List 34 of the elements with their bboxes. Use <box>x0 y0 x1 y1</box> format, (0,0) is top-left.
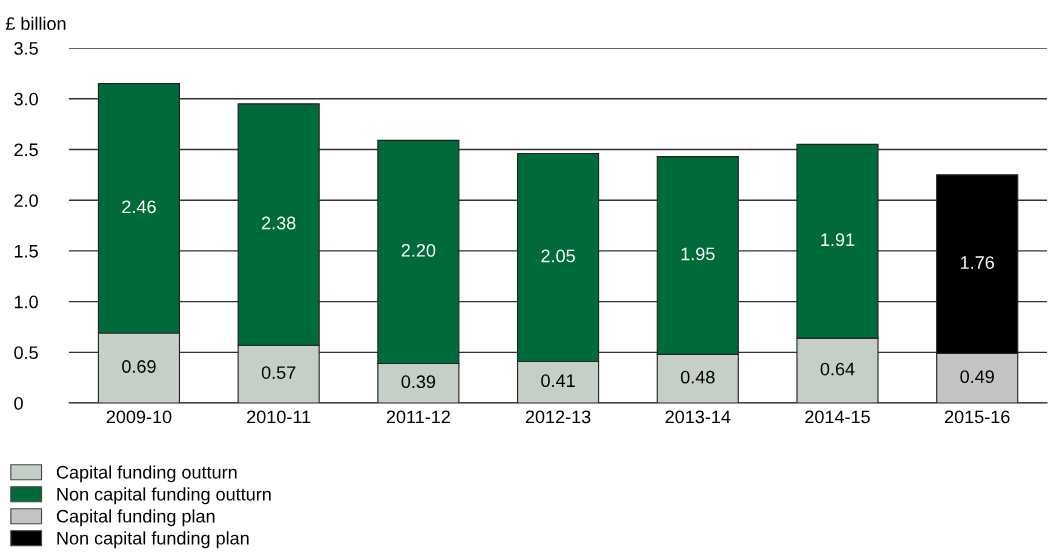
data-label: 0.64 <box>820 362 855 376</box>
data-label: 2.05 <box>541 249 575 263</box>
data-label: 0.49 <box>960 370 994 384</box>
data-label: 0.48 <box>680 370 715 384</box>
data-label: 0.69 <box>122 360 156 373</box>
data-label: 0.39 <box>401 375 436 389</box>
y-axis-title: £ billion <box>5 16 66 30</box>
y-tick-label: 0.5 <box>14 346 38 360</box>
x-tick-label: 2013-14 <box>665 410 731 424</box>
y-tick-label: 2.0 <box>14 194 38 207</box>
data-label: 0.57 <box>261 366 296 379</box>
x-tick-label: 2012-13 <box>525 410 591 424</box>
data-label: 2.38 <box>262 216 296 230</box>
legend-label: Non capital funding plan <box>57 531 249 549</box>
y-tick-label: 3.5 <box>14 42 38 55</box>
data-label: 1.95 <box>681 247 715 261</box>
y-tick-label: 3.0 <box>14 92 38 106</box>
x-tick-label: 2010-11 <box>247 410 311 424</box>
y-tick-label: 2.5 <box>14 143 38 157</box>
x-tick-label: 2014-15 <box>805 410 870 424</box>
legend-label: Capital funding outturn <box>56 465 237 483</box>
y-tick-label: 1.5 <box>14 245 38 258</box>
x-tick-label: 2011-12 <box>386 410 450 424</box>
data-label: 2.20 <box>401 243 436 257</box>
data-label: 2.46 <box>122 200 156 214</box>
x-tick-label: 2015-16 <box>944 410 1010 424</box>
legend-label: Capital funding plan <box>56 509 215 527</box>
data-label: 1.91 <box>821 233 855 247</box>
data-label: 0.41 <box>541 374 575 388</box>
legend-label: Non capital funding outturn <box>57 487 271 505</box>
x-tick-label: 2009-10 <box>106 410 172 424</box>
y-tick-label: 0 <box>14 396 23 410</box>
data-label: 1.76 <box>961 256 994 269</box>
y-tick-label: 1.0 <box>14 295 38 309</box>
